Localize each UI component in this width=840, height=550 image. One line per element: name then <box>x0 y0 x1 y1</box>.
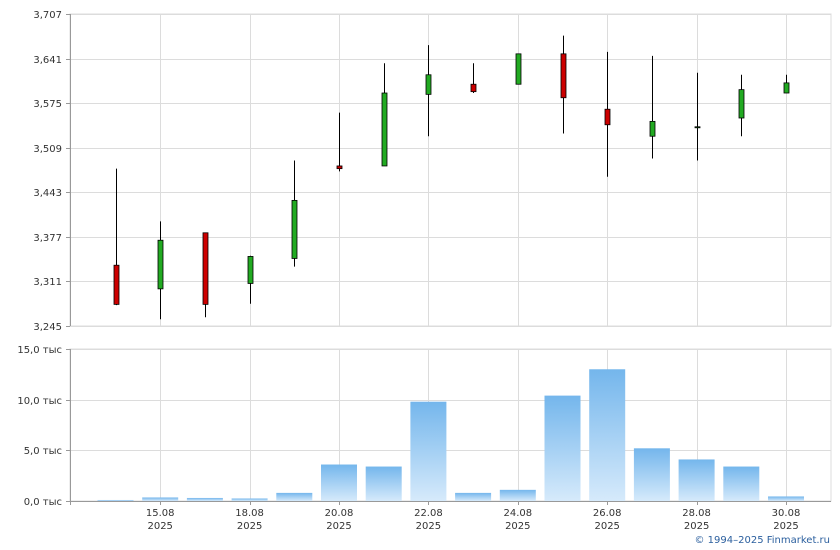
volume-bar <box>455 492 492 501</box>
candle-body <box>425 74 432 95</box>
volume-tick-label: 15,0 тыс <box>17 345 62 356</box>
volume-plot-area <box>69 348 832 502</box>
candle-body <box>381 92 388 167</box>
x-tick-year: 2025 <box>416 521 441 532</box>
volume-bar <box>142 497 179 501</box>
x-tick-year: 2025 <box>505 521 530 532</box>
price-tick-label: 3,443 <box>33 188 62 199</box>
volume-bar <box>678 459 715 501</box>
candle-body <box>649 120 656 137</box>
volume-bar <box>276 492 313 501</box>
candle-body <box>291 199 298 259</box>
volume-bar <box>723 466 760 501</box>
volume-tick-label: 5,0 тыс <box>24 446 62 457</box>
price-tick-label: 3,245 <box>33 322 62 333</box>
copyright-text[interactable]: © 1994–2025 Finmarket.ru <box>694 535 830 546</box>
x-tick-year: 2025 <box>326 521 351 532</box>
volume-bar <box>321 464 357 501</box>
candle-body <box>247 256 254 284</box>
x-tick-year: 2025 <box>684 521 709 532</box>
candle-body <box>515 53 522 85</box>
x-tick-year: 2025 <box>147 521 172 532</box>
price-tick-label: 3,641 <box>33 55 62 66</box>
candle-body <box>336 165 343 170</box>
x-tick-date: 18.08 <box>235 508 264 519</box>
volume-bar <box>633 448 670 501</box>
x-tick-date: 20.08 <box>325 508 354 519</box>
x-tick-date: 24.08 <box>503 508 532 519</box>
candle-body <box>694 126 701 129</box>
candle-body <box>783 82 790 94</box>
x-tick-year: 2025 <box>594 521 619 532</box>
volume-bar <box>97 499 134 501</box>
candle-body <box>157 239 164 290</box>
volume-tick-label: 0,0 тыс <box>24 497 62 508</box>
x-tick-date: 28.08 <box>682 508 711 519</box>
x-tick-year: 2025 <box>237 521 262 532</box>
x-tick-date: 15.08 <box>146 508 175 519</box>
price-tick-label: 3,311 <box>33 277 62 288</box>
volume-bar <box>231 498 268 501</box>
volume-panel: 15,0 тыс 10,0 тыс 5,0 тыс 0,0 тыс <box>17 345 832 508</box>
x-tick-year: 2025 <box>773 521 798 532</box>
price-tick-label: 3,377 <box>33 233 62 244</box>
x-tick-date: 30.08 <box>772 508 801 519</box>
volume-bar <box>768 496 804 501</box>
price-plot-area <box>69 13 832 327</box>
price-tick-label: 3,509 <box>33 144 62 155</box>
price-panel: 3,707 3,641 3,575 3,509 3,443 3,377 3,311 3,245 <box>33 10 832 333</box>
x-tick-date: 22.08 <box>414 508 443 519</box>
x-axis-labels: 15.08 2025 18.08 2025 20.08 2025 22.08 2025 24.0… <box>146 501 800 532</box>
volume-bar <box>186 497 223 501</box>
volume-bar <box>544 395 581 501</box>
candle-body <box>113 264 120 305</box>
volume-bar <box>499 489 536 501</box>
price-tick-label: 3,575 <box>33 99 62 110</box>
volume-bar <box>589 369 626 501</box>
x-tick-date: 26.08 <box>593 508 622 519</box>
candle-body <box>738 89 745 119</box>
candle-body <box>560 53 567 99</box>
volume-bar <box>365 466 402 501</box>
volume-tick-label: 10,0 тыс <box>17 396 62 407</box>
candle-body <box>470 83 477 93</box>
candle-body <box>202 232 209 305</box>
price-tick-label: 3,707 <box>33 10 62 21</box>
volume-bar <box>410 401 447 501</box>
candle-body <box>604 108 611 126</box>
